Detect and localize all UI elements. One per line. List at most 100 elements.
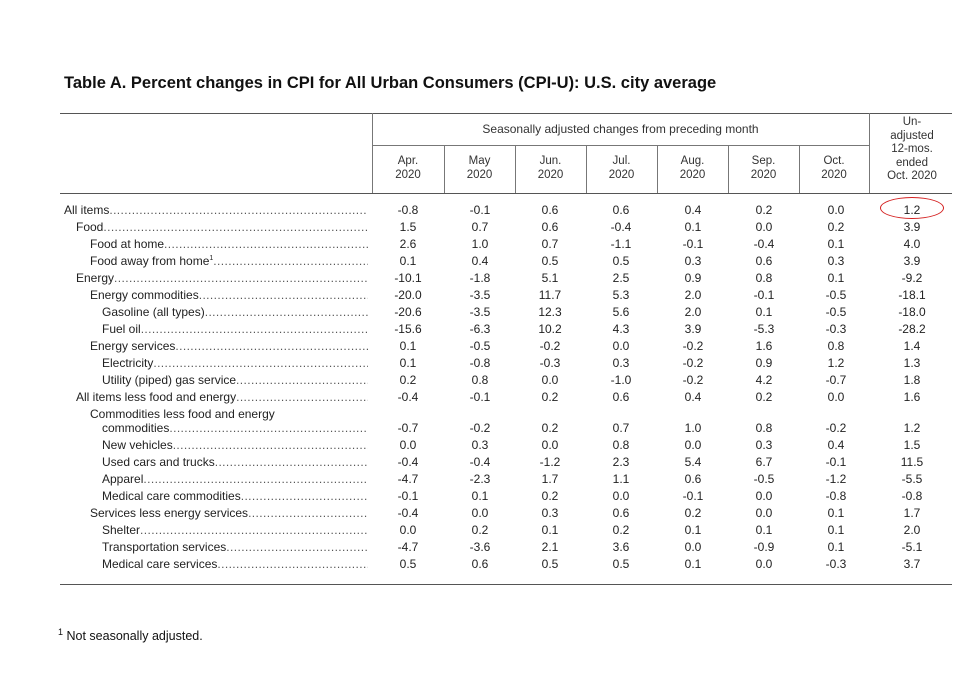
leader-dots: ........................................…	[114, 271, 368, 285]
table-cell: -4.7	[397, 540, 419, 554]
row-label: New vehicles............................…	[102, 438, 368, 452]
unadjusted-cell: 3.9	[903, 220, 921, 234]
leader-dots: ........................................…	[169, 421, 368, 435]
column-header-year: 2020	[679, 169, 706, 181]
table-row: Energy services.........................…	[0, 339, 977, 356]
table-cell: 5.3	[612, 288, 630, 302]
table-cell: -0.4	[469, 455, 491, 469]
table-cell: -0.1	[682, 237, 704, 251]
row-label: Commodities less food and energy	[90, 407, 368, 421]
unadjusted-header-line: adjusted	[890, 129, 934, 142]
table-cell: -0.2	[539, 339, 561, 353]
unadjusted-cell: 2.0	[903, 523, 921, 537]
unadjusted-cell: 3.9	[903, 254, 921, 268]
footnote-ref: 1	[209, 255, 214, 262]
unadjusted-header-line: Un-	[902, 116, 922, 128]
table-cell: 0.1	[684, 220, 702, 234]
unadjusted-cell: -0.8	[901, 489, 923, 503]
table-cell: 0.1	[827, 506, 845, 520]
column-divider	[515, 145, 516, 193]
leader-dots: ........................................…	[204, 305, 368, 319]
row-label: Medical care commodities................…	[102, 489, 368, 503]
table-cell: 0.2	[399, 373, 417, 387]
table-cell: -0.1	[397, 489, 419, 503]
row-label: All items...............................…	[64, 203, 368, 217]
table-cell: 0.3	[471, 438, 489, 452]
table-cell: 0.0	[612, 339, 630, 353]
row-label: Apparel.................................…	[102, 472, 368, 486]
row-label-text: Medical care services	[102, 557, 218, 571]
table-cell: 0.0	[541, 373, 559, 387]
row-label: Gasoline (all types)....................…	[102, 305, 368, 319]
table-cell: 0.8	[471, 373, 489, 387]
row-label-text: Energy services	[90, 339, 176, 353]
table-cell: 0.2	[471, 523, 489, 537]
leader-dots: ........................................…	[248, 506, 368, 520]
column-header-month: Sep.	[751, 155, 776, 167]
table-cell: 0.1	[827, 237, 845, 251]
leader-dots: ........................................…	[143, 472, 368, 486]
table-cell: -0.2	[682, 356, 704, 370]
table-cell: 3.9	[684, 322, 702, 336]
table-cell: 0.0	[755, 506, 773, 520]
table-cell: -0.7	[397, 421, 419, 435]
table-cell: -0.1	[825, 455, 847, 469]
row-label-text: commodities	[102, 421, 170, 435]
table-row: Shelter.................................…	[0, 523, 977, 540]
table-cell: 0.0	[399, 523, 417, 537]
table-cell: 0.3	[612, 356, 630, 370]
table-cell: -0.2	[682, 373, 704, 387]
table-cell: 0.2	[541, 489, 559, 503]
table-cell: 0.6	[612, 506, 630, 520]
table-row: Medical care services...................…	[0, 557, 977, 574]
row-label-text: Electricity	[102, 356, 154, 370]
table-row: Services less energy services...........…	[0, 506, 977, 523]
column-header-month: Apr.	[397, 155, 419, 167]
table-row: Gasoline (all types)....................…	[0, 305, 977, 322]
unadjusted-cell: 1.3	[903, 356, 921, 370]
table-cell: 0.3	[541, 506, 559, 520]
table-cell: -1.1	[610, 237, 632, 251]
column-header-year: 2020	[537, 169, 564, 181]
unadjusted-cell: 4.0	[903, 237, 921, 251]
table-cell: 0.5	[541, 254, 559, 268]
leader-dots: ........................................…	[226, 540, 368, 554]
leader-dots: ........................................…	[153, 356, 368, 370]
table-cell: 4.2	[755, 373, 773, 387]
row-label: commodities.............................…	[102, 421, 368, 435]
table-cell: 0.1	[399, 254, 417, 268]
unadjusted-cell: 1.7	[903, 506, 921, 520]
table-cell: 1.5	[399, 220, 417, 234]
row-label-text: Energy commodities	[90, 288, 199, 302]
table-cell: 0.5	[612, 254, 630, 268]
table-cell: -0.9	[753, 540, 775, 554]
column-divider	[657, 145, 658, 193]
column-header: Apr. 2020	[372, 154, 444, 182]
leader-dots: ........................................…	[213, 254, 368, 268]
leader-dots: ........................................…	[103, 220, 368, 234]
leader-dots: ........................................…	[217, 557, 368, 571]
table-cell: 0.2	[612, 523, 630, 537]
table-cell: 2.0	[684, 288, 702, 302]
table-row: Food away from home1....................…	[0, 254, 977, 271]
column-header: Oct. 2020	[799, 154, 869, 182]
unadjusted-cell: -9.2	[901, 271, 923, 285]
row-label-text: Food at home	[90, 237, 165, 251]
header-subrule	[372, 145, 869, 146]
leader-dots: ........................................…	[240, 489, 368, 503]
table-cell: 0.1	[399, 356, 417, 370]
row-label: Food at home............................…	[90, 237, 368, 251]
leader-dots: ........................................…	[109, 203, 368, 217]
table-cell: -5.3	[753, 322, 775, 336]
column-header: Jun. 2020	[515, 154, 586, 182]
row-label-text: Medical care commodities	[102, 489, 241, 503]
leader-dots: ........................................…	[198, 288, 368, 302]
column-header-year: 2020	[395, 169, 421, 181]
table-cell: 0.5	[541, 557, 559, 571]
table-row: Electricity.............................…	[0, 356, 977, 373]
table-cell: 2.0	[684, 305, 702, 319]
table-cell: -0.8	[825, 489, 847, 503]
highlight-circle	[880, 197, 944, 219]
table-row: Apparel.................................…	[0, 472, 977, 489]
table-cell: -1.0	[610, 373, 632, 387]
